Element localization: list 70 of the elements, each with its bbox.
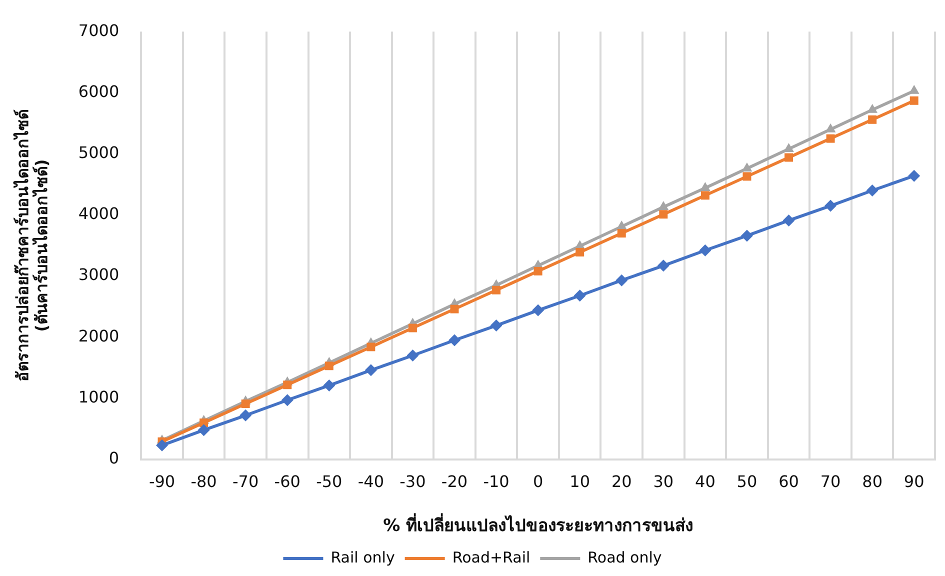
x-tick-label: 40 [695, 472, 716, 492]
point [908, 170, 920, 182]
x-tick-label: 30 [653, 472, 674, 492]
point [156, 439, 168, 452]
x-tick-label: -80 [190, 472, 217, 492]
x-tick-label: -30 [400, 472, 426, 492]
x-tick-label: 10 [570, 472, 590, 492]
point [574, 290, 586, 302]
point [324, 362, 334, 370]
x-tick-label: 0 [532, 472, 544, 492]
x-tick-label: -60 [274, 472, 300, 492]
y-tick-label: 2000 [78, 326, 120, 346]
point [742, 172, 752, 181]
point [740, 230, 753, 242]
point [784, 153, 793, 162]
x-tick-label: 50 [736, 472, 758, 492]
y-tick-label: 5000 [78, 142, 120, 162]
point [868, 115, 877, 124]
point [448, 334, 460, 346]
point [866, 184, 878, 196]
point [366, 342, 376, 352]
point [659, 210, 668, 219]
point [867, 104, 878, 113]
point [492, 286, 501, 294]
x-tick-label: -90 [148, 472, 176, 492]
x-axis-title: % ที่เปลี่ยนแปลงไปของระยะทางการขนส่ง [383, 513, 694, 536]
y-tick-label: 4000 [78, 204, 120, 224]
x-tick-label: 20 [611, 472, 632, 492]
point [617, 229, 626, 238]
point [657, 260, 670, 272]
point [700, 191, 710, 200]
point [241, 400, 250, 408]
point [364, 364, 377, 376]
y-tick-label: 3000 [78, 265, 120, 284]
legend-label: Rail only [330, 548, 395, 566]
point [826, 134, 835, 143]
point [408, 324, 417, 332]
point [824, 200, 837, 212]
x-tick-label: 70 [820, 472, 841, 492]
x-tick-label: 80 [862, 472, 883, 492]
point [699, 244, 712, 256]
x-tick-label: -40 [358, 472, 384, 492]
point [323, 379, 336, 392]
point [281, 394, 294, 406]
point [283, 380, 292, 390]
point [616, 274, 628, 286]
y-axis-title: อัตราการปล่อยก๊าซคาร์บอนไดออกไซด์ (ตันคาร์บอนไดออกไซด์) [12, 110, 51, 382]
x-tick-label: -10 [483, 472, 510, 492]
point [406, 350, 419, 362]
y-tick-label: 7000 [78, 20, 120, 40]
point [240, 409, 252, 422]
legend-label: Road only [588, 548, 662, 566]
y-tick-label: 6000 [78, 82, 120, 101]
point [782, 214, 795, 226]
point [534, 266, 542, 276]
x-tick-label: 90 [904, 472, 924, 492]
x-tick-label: -70 [232, 472, 259, 492]
x-tick-label: 60 [778, 472, 799, 492]
point [910, 96, 918, 105]
point [490, 320, 502, 332]
y-tick-label: 0 [108, 448, 120, 468]
y-tick-label: 1000 [78, 387, 120, 406]
x-tick-label: -20 [441, 472, 468, 492]
legend-label: Road+Rail [452, 548, 530, 566]
x-tick-label: -50 [316, 472, 342, 492]
point [576, 248, 584, 256]
point [198, 424, 210, 436]
point [532, 304, 544, 316]
point [784, 142, 794, 152]
point [450, 304, 459, 314]
